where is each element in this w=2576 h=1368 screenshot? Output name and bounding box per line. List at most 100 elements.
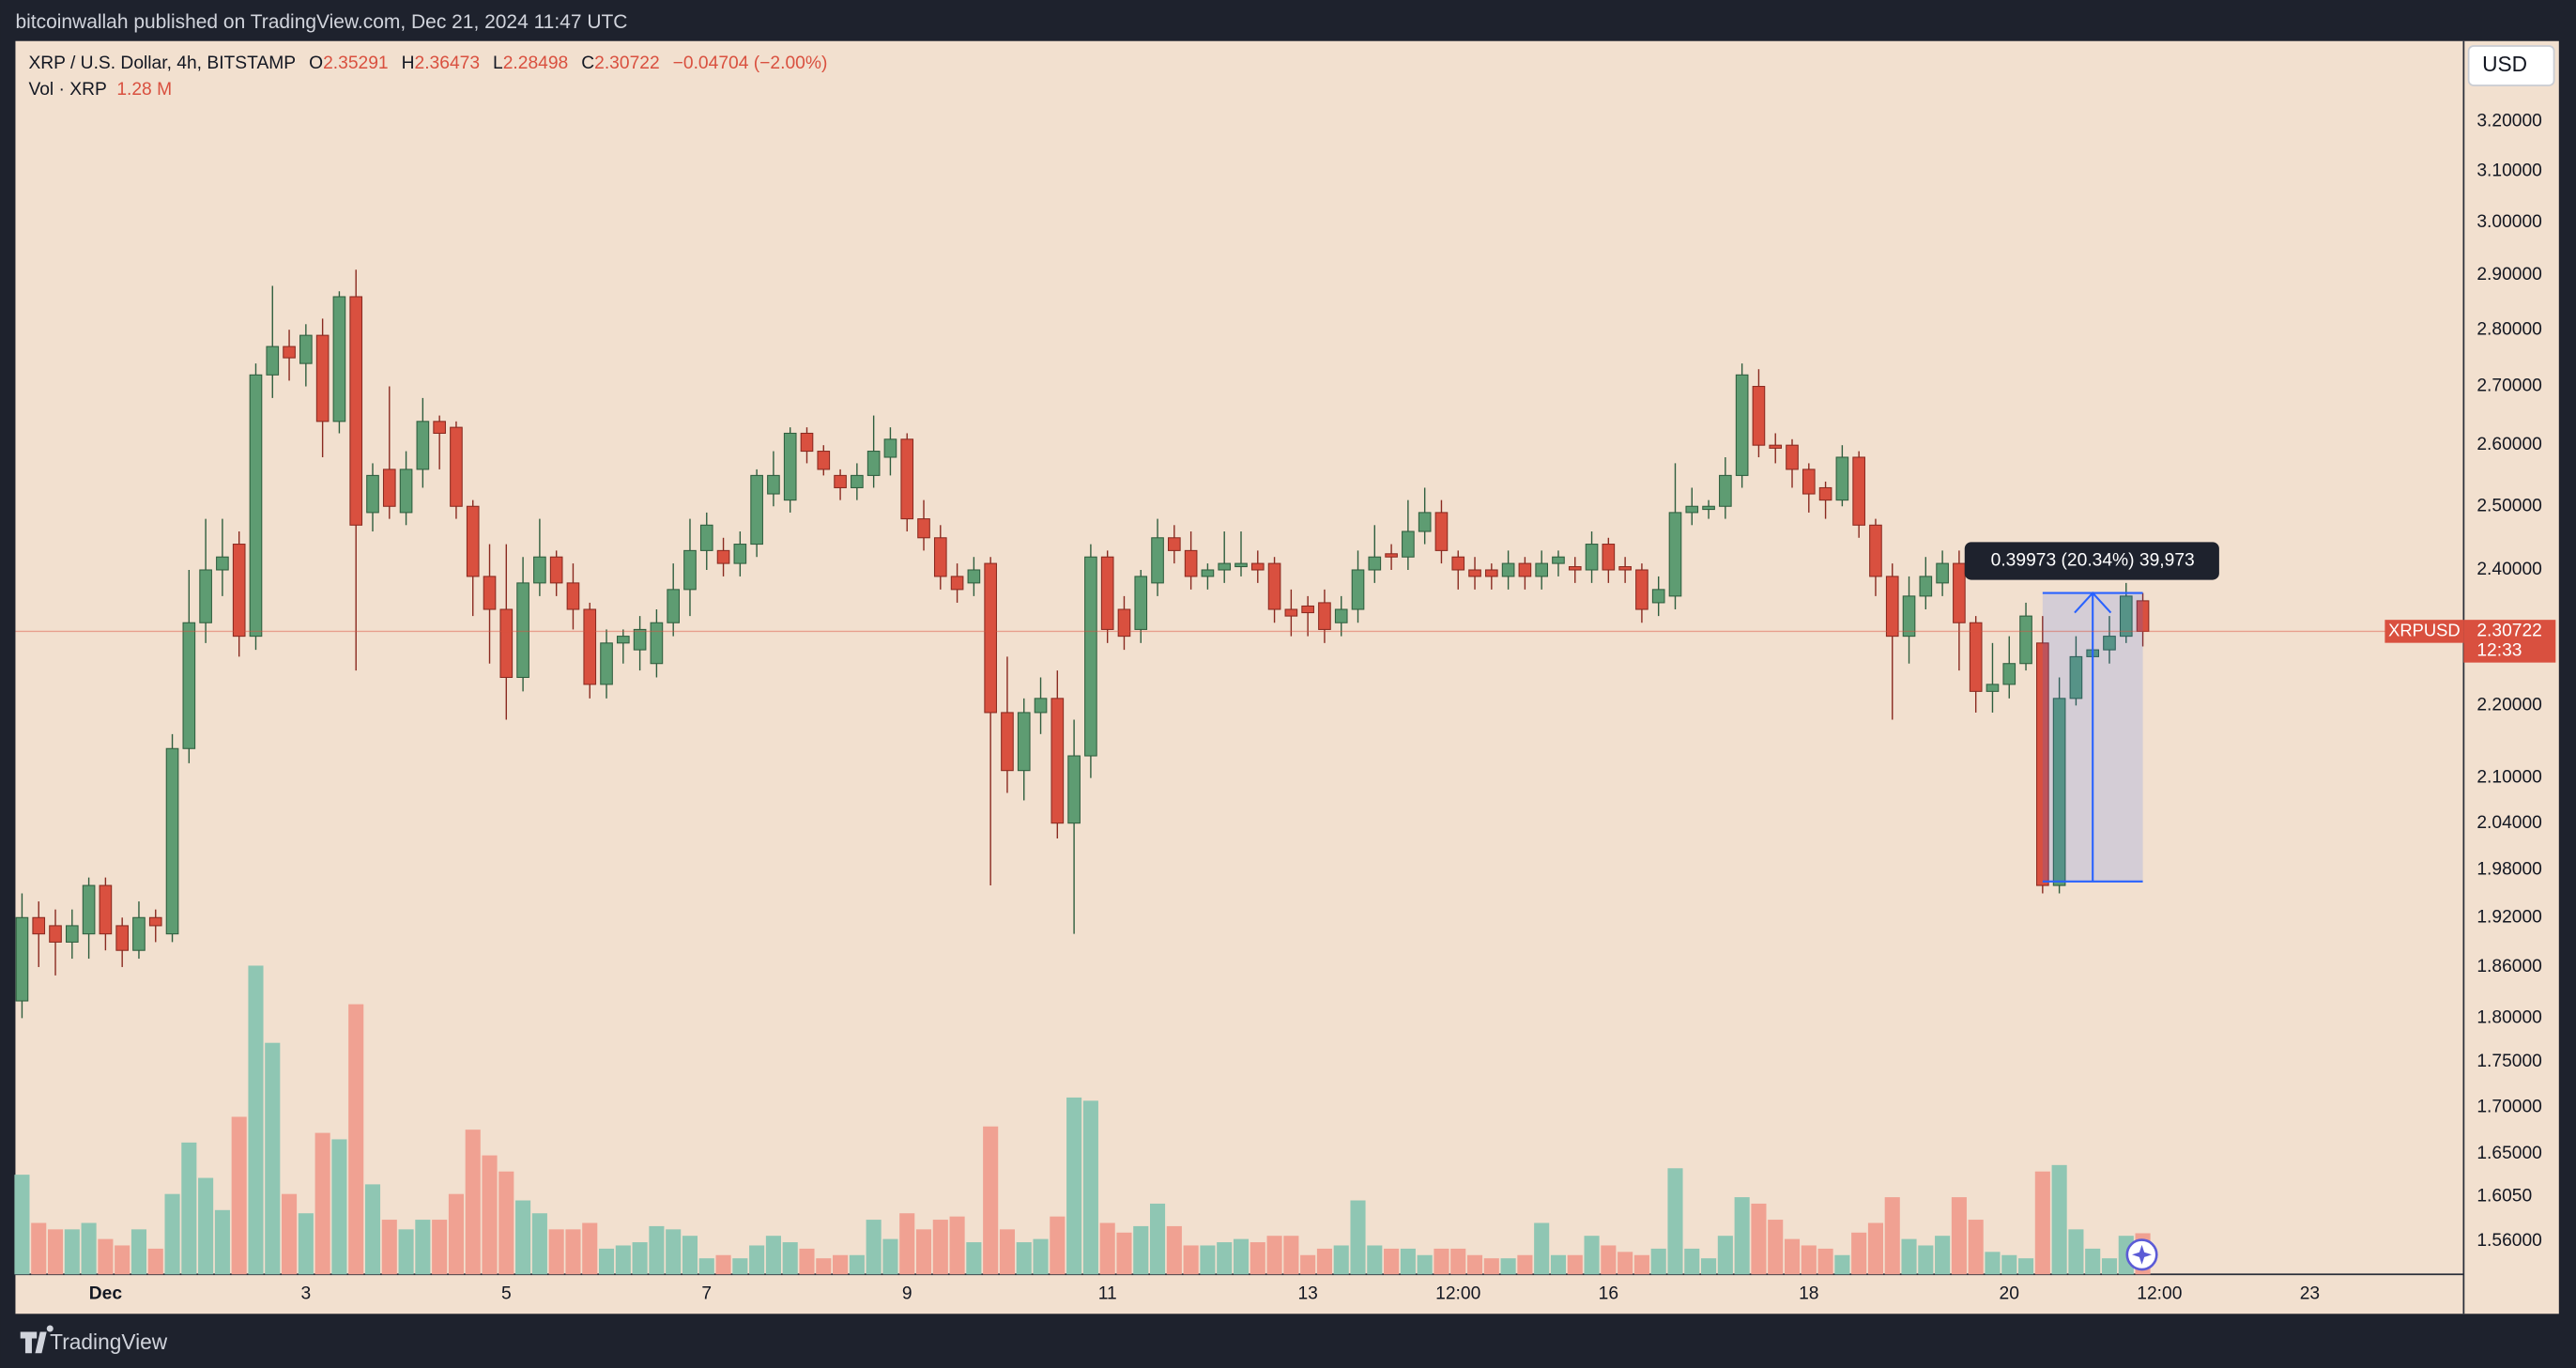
candle-body <box>1134 576 1148 630</box>
volume-bar <box>833 1254 849 1275</box>
candle-body <box>148 916 162 927</box>
volume-bar <box>1483 1258 1499 1275</box>
candle-body <box>382 469 396 507</box>
volume-bar <box>448 1193 464 1275</box>
candle-body <box>1919 576 1933 597</box>
volume-bar <box>732 1258 748 1275</box>
candle-body <box>1635 569 1648 610</box>
candle-body <box>800 432 814 453</box>
volume-bar <box>2051 1164 2067 1275</box>
volume-bar <box>1266 1236 1282 1275</box>
candle-body <box>1351 569 1365 610</box>
volume-bar <box>1183 1245 1199 1275</box>
candle-body <box>182 622 196 749</box>
candle-body <box>1318 602 1331 630</box>
volume-bar <box>1784 1238 1801 1275</box>
candle-body <box>1869 524 1882 577</box>
volume-bar <box>298 1213 314 1275</box>
volume-title: Vol · XRP <box>28 80 106 100</box>
volume-bar <box>1667 1168 1683 1275</box>
y-tick-label: 2.10000 <box>2476 768 2542 788</box>
volume-bar <box>1016 1242 1032 1275</box>
countdown-label: 12:33 <box>2476 640 2522 660</box>
volume-bar <box>498 1171 514 1275</box>
x-tick-label: 12:00 <box>2137 1283 2182 1303</box>
candle-body <box>199 569 212 623</box>
volume-bar <box>1300 1254 1316 1275</box>
volume-bar <box>1768 1220 1784 1275</box>
volume-bar <box>531 1213 547 1275</box>
candle-body <box>416 421 430 470</box>
candle-body <box>733 544 747 564</box>
candle-body <box>1802 469 1816 495</box>
candle-body <box>1902 595 1916 638</box>
x-tick-label: 5 <box>501 1283 512 1303</box>
volume-bar <box>782 1242 798 1275</box>
volume-bar <box>1701 1258 1717 1275</box>
volume-bar <box>1466 1254 1483 1275</box>
volume-bar <box>649 1225 665 1275</box>
candle-body <box>817 451 831 470</box>
volume-bar <box>1834 1254 1850 1275</box>
candle-body <box>1585 544 1599 571</box>
candle-body <box>82 884 96 935</box>
published-note: bitcoinwallah published on TradingView.c… <box>15 11 627 33</box>
volume-bar <box>1918 1245 1934 1275</box>
volume-bar <box>1166 1225 1182 1275</box>
candle-body <box>15 916 29 1002</box>
volume-bar <box>1133 1225 1149 1275</box>
volume-bar <box>248 965 264 1275</box>
volume-bar <box>2101 1258 2118 1275</box>
volume-bar <box>1066 1097 1082 1275</box>
volume-bar <box>1316 1248 1332 1275</box>
measure-tooltip-bg <box>1964 542 2219 580</box>
candle-body <box>483 576 497 610</box>
x-tick-label: 3 <box>300 1283 311 1303</box>
volume-bar <box>482 1155 498 1275</box>
volume-bar <box>1400 1248 1416 1275</box>
volume-bar <box>1384 1248 1400 1275</box>
y-tick-label: 1.92000 <box>2476 907 2542 927</box>
volume-bar <box>147 1248 163 1275</box>
candle-body <box>32 916 46 935</box>
candle-body <box>1267 562 1281 610</box>
volume-bar <box>198 1177 214 1275</box>
candle-body <box>1001 712 1014 772</box>
ticker-label: XRPUSD <box>2388 620 2461 639</box>
volume-bar <box>1082 1100 1098 1275</box>
candle-body <box>1618 566 1632 571</box>
candle-body <box>1201 569 1215 577</box>
candle-body <box>266 346 280 376</box>
volume-bar <box>882 1238 898 1275</box>
y-tick-label: 1.86000 <box>2476 957 2542 976</box>
volume-bar <box>1033 1238 1049 1275</box>
candle-body <box>1067 755 1081 824</box>
volume-bar <box>64 1229 80 1275</box>
y-tick-label: 1.56000 <box>2476 1231 2542 1251</box>
volume-bar <box>1751 1203 1767 1275</box>
volume-bar <box>915 1229 932 1275</box>
candle-body <box>1786 444 1799 470</box>
volume-bar <box>282 1193 298 1275</box>
candle-body <box>2103 636 2116 651</box>
candle-body <box>549 556 563 584</box>
volume-bar <box>1367 1245 1383 1275</box>
x-tick-label: 7 <box>701 1283 712 1303</box>
currency[interactable]: USD <box>2482 52 2527 76</box>
candle-body <box>1885 576 1899 638</box>
candle-body <box>1936 562 1949 584</box>
currency-button[interactable] <box>2467 45 2555 86</box>
candle-body <box>834 474 847 488</box>
volume-bar <box>1734 1197 1750 1275</box>
candle-body <box>450 426 463 507</box>
candle-body <box>1501 562 1515 577</box>
x-tick-label: 13 <box>1297 1283 1317 1303</box>
candle-body <box>1735 374 1749 476</box>
legend: XRP / U.S. Dollar, 4h, BITSTAMP O2.35291 H… <box>28 54 827 73</box>
candle-body <box>1084 556 1097 757</box>
candle-body <box>583 608 597 685</box>
x-tick-label: 16 <box>1599 1283 1618 1303</box>
candle-body <box>65 925 79 943</box>
volume-bar <box>1884 1197 1900 1275</box>
